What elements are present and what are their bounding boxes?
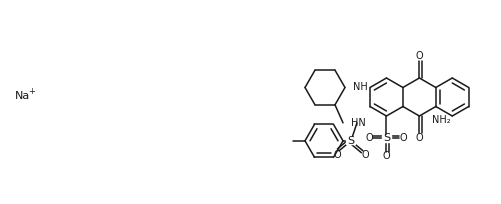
Text: O: O [415,133,422,143]
Text: O: O [365,133,373,143]
Text: O: O [382,151,389,161]
Text: HN: HN [350,118,365,128]
Text: O: O [399,133,406,143]
Bar [381,134,390,142]
Text: O: O [360,150,368,160]
Text: O: O [415,51,422,61]
Text: NH: NH [353,82,367,92]
Text: S: S [347,136,354,146]
Text: +: + [28,86,35,95]
Bar [346,137,355,144]
Text: O: O [333,150,340,160]
Text: Na: Na [15,91,30,101]
Text: NH₂: NH₂ [431,115,450,125]
Text: S: S [382,133,389,143]
